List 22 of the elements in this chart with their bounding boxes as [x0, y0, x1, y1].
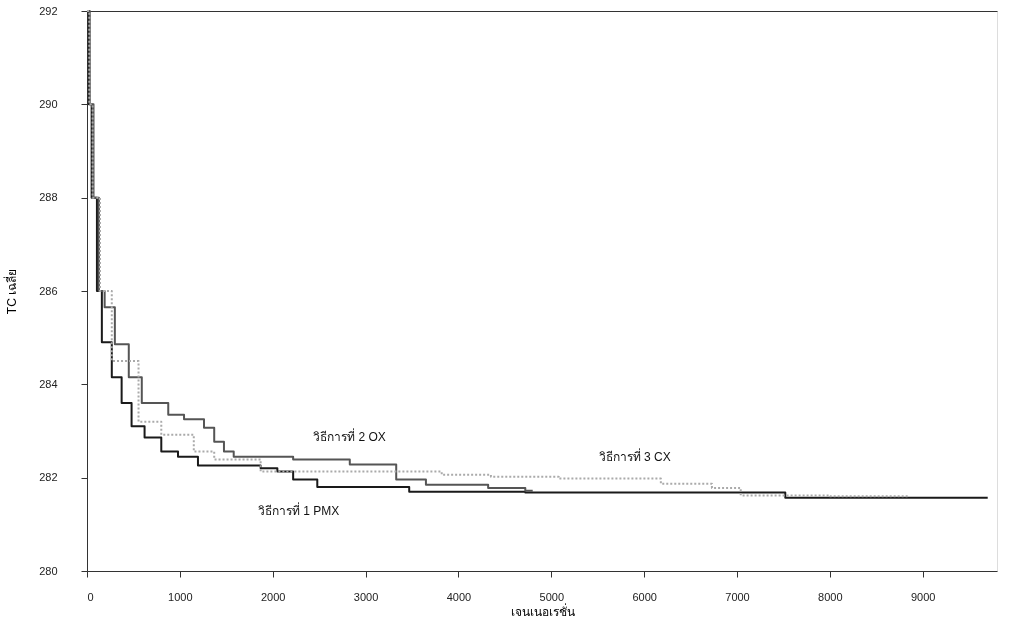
- y-tick-label: 286: [39, 284, 58, 297]
- x-tick-label: 4000: [446, 590, 472, 603]
- series-label: วิธีการที่ 3 CX: [598, 447, 671, 464]
- x-tick-label: 0: [87, 590, 94, 603]
- x-tick-label: 9000: [910, 590, 936, 603]
- x-tick-label: 7000: [725, 590, 750, 603]
- x-tick-label: 6000: [632, 590, 657, 603]
- x-axis-title: เจนเนอเรชั่น: [510, 602, 575, 619]
- y-tick-label: 280: [39, 564, 58, 577]
- x-tick-label: 3000: [353, 590, 379, 603]
- y-tick-label: 288: [39, 191, 58, 204]
- y-axis-title: TC เฉลี่ย: [3, 268, 20, 315]
- series-label: วิธีการที่ 1 PMX: [257, 501, 340, 518]
- y-tick-label: 292: [39, 4, 58, 17]
- y-tick-label: 284: [39, 377, 58, 390]
- x-tick-label: 5000: [539, 590, 565, 603]
- x-tick-label: 2000: [260, 590, 286, 603]
- y-tick-label: 290: [39, 97, 58, 110]
- x-tick-label: 1000: [168, 590, 193, 603]
- series-label: วิธีการที่ 2 OX: [313, 428, 386, 445]
- y-tick-label: 282: [39, 471, 58, 484]
- x-tick-label: 8000: [818, 590, 843, 603]
